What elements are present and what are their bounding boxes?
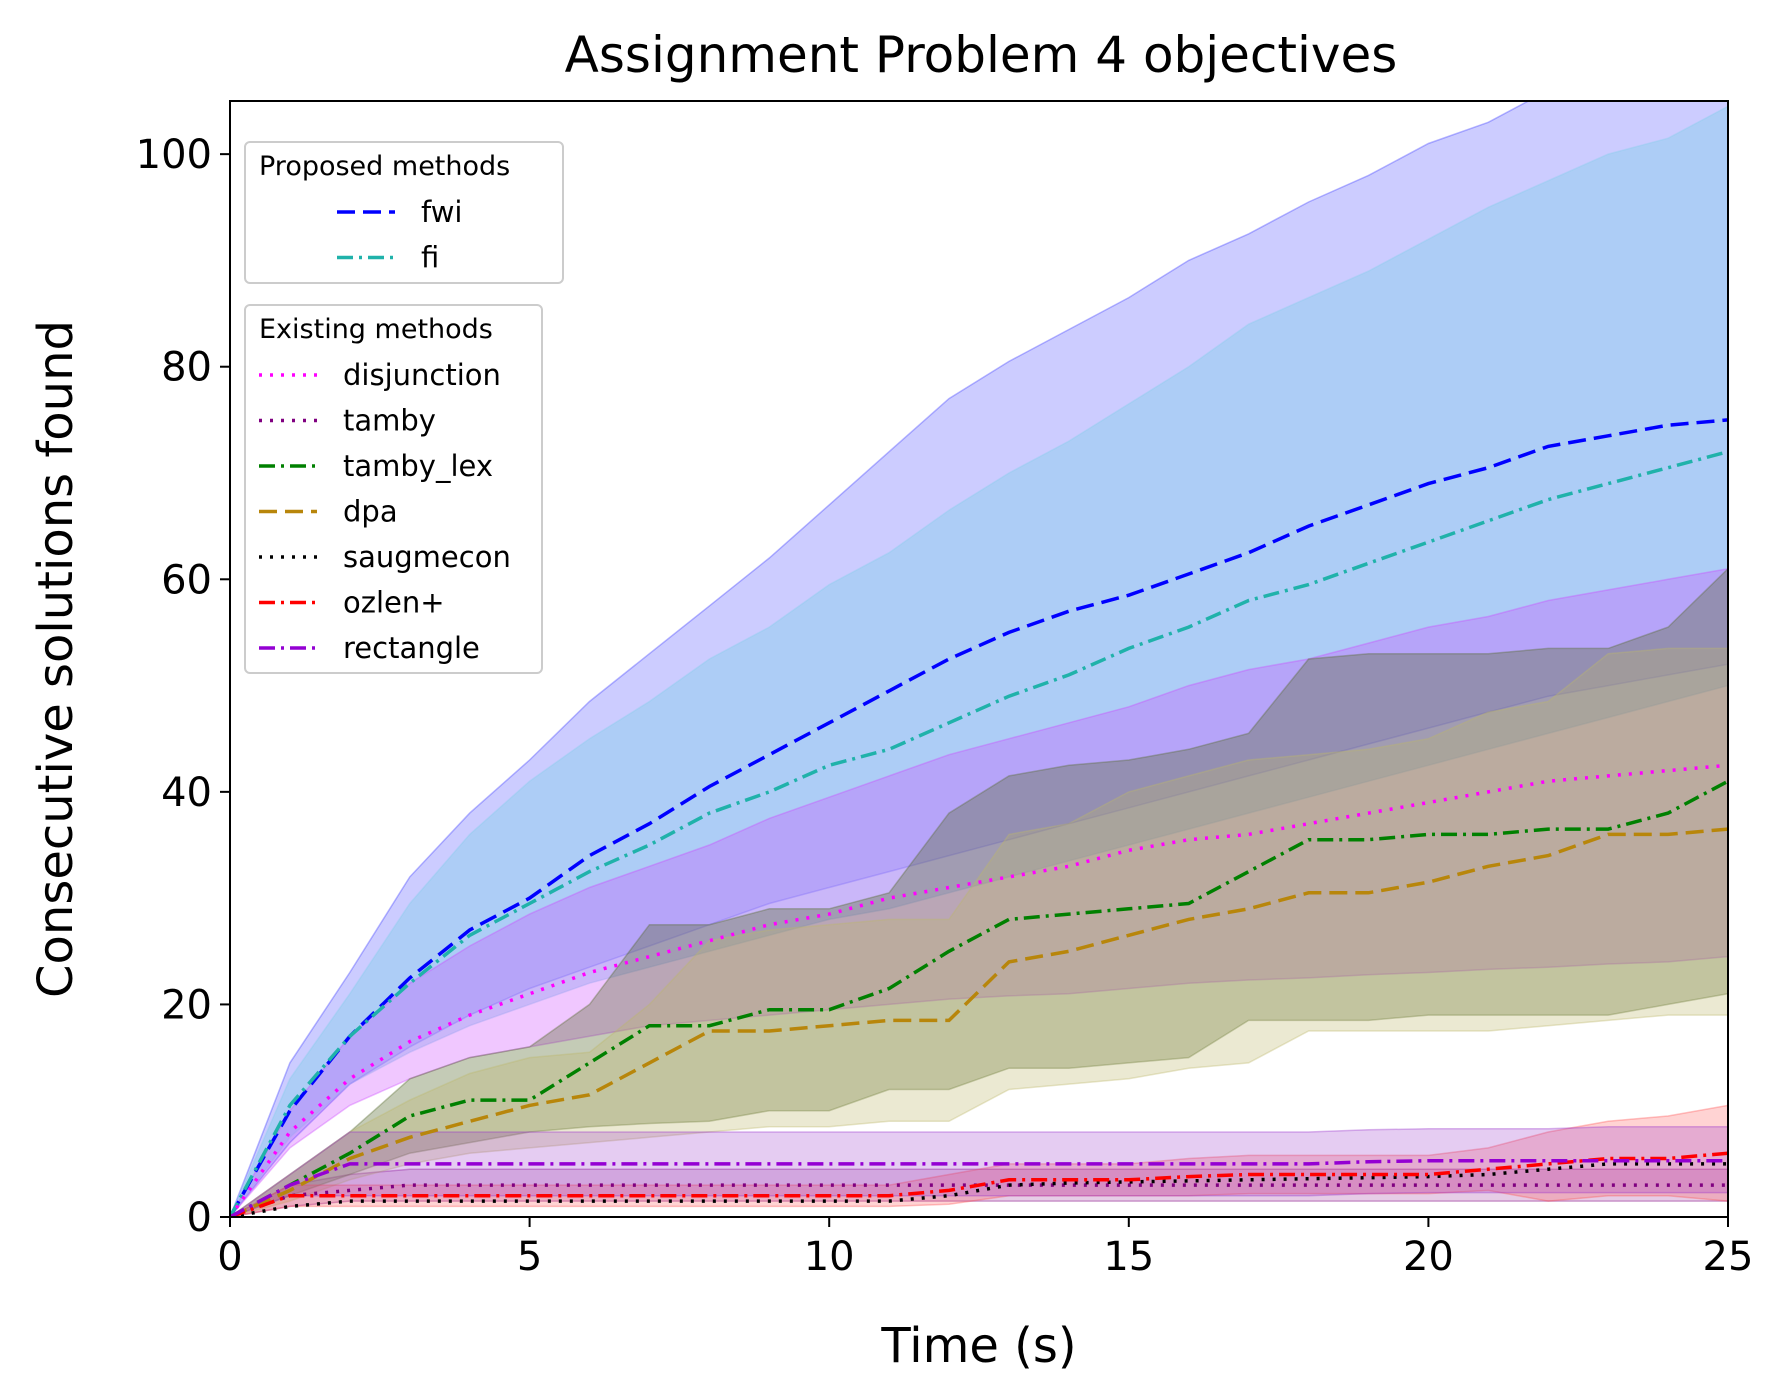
legend-label: dpa [343, 495, 398, 529]
x-tick-label: 10 [804, 1234, 855, 1280]
series-lines [230, 418, 1728, 1217]
line-saugmecon [230, 1162, 1728, 1217]
band-ozlen+ [230, 1104, 1728, 1217]
x-tick-label: 20 [1403, 1234, 1454, 1280]
y-tick-label: 0 [187, 1195, 212, 1241]
line-ozlen+ [230, 1151, 1728, 1217]
line-fi [230, 450, 1728, 1217]
band-dpa [230, 647, 1728, 1217]
legend-label: tamby_lex [343, 449, 493, 483]
band-tamby [230, 1168, 1728, 1217]
legend-label: saugmecon [343, 540, 511, 574]
x-axis-label: Time (s) [880, 1318, 1076, 1374]
legend-label: fwi [421, 195, 462, 229]
legend-group-title: Existing methods [259, 314, 493, 345]
y-tick-label: 80 [161, 345, 212, 391]
x-tick-label: 5 [517, 1234, 542, 1280]
plot-frame [229, 100, 1729, 1218]
line-fwi [230, 418, 1728, 1217]
legend-group-title: Proposed methods [259, 151, 510, 182]
y-axis-label: Consecutive solutions found [28, 320, 84, 998]
line-dpa [230, 827, 1728, 1217]
line-tamby_lex [230, 779, 1728, 1217]
y-tick-label: 100 [136, 132, 212, 178]
line-disjunction [230, 763, 1728, 1217]
legend-label: disjunction [343, 358, 501, 392]
x-tick-label: 0 [217, 1234, 242, 1280]
band-fwi [230, 101, 1728, 1217]
x-axis: 0 5 10 15 20 25 [217, 1217, 1753, 1280]
line-tamby [230, 1183, 1728, 1217]
line-rectangle [230, 1158, 1728, 1217]
legend-label: rectangle [343, 631, 480, 665]
y-axis: 0 20 40 60 80 100 [136, 132, 230, 1241]
legend-box [244, 304, 543, 674]
y-tick-label: 60 [161, 557, 212, 603]
legend-box [244, 141, 564, 284]
y-tick-label: 40 [161, 770, 212, 816]
x-tick-label: 25 [1703, 1234, 1754, 1280]
legend-label: ozlen+ [343, 586, 445, 620]
y-tick-label: 20 [161, 982, 212, 1028]
legend-label: fi [421, 241, 439, 275]
chart-title: Assignment Problem 4 objectives [565, 26, 1398, 84]
legend-label: tamby [343, 404, 436, 438]
x-tick-label: 15 [1103, 1234, 1154, 1280]
legend: Proposed methods fwi fi Existing methods dis… [244, 141, 564, 674]
band-fi [230, 105, 1728, 1217]
